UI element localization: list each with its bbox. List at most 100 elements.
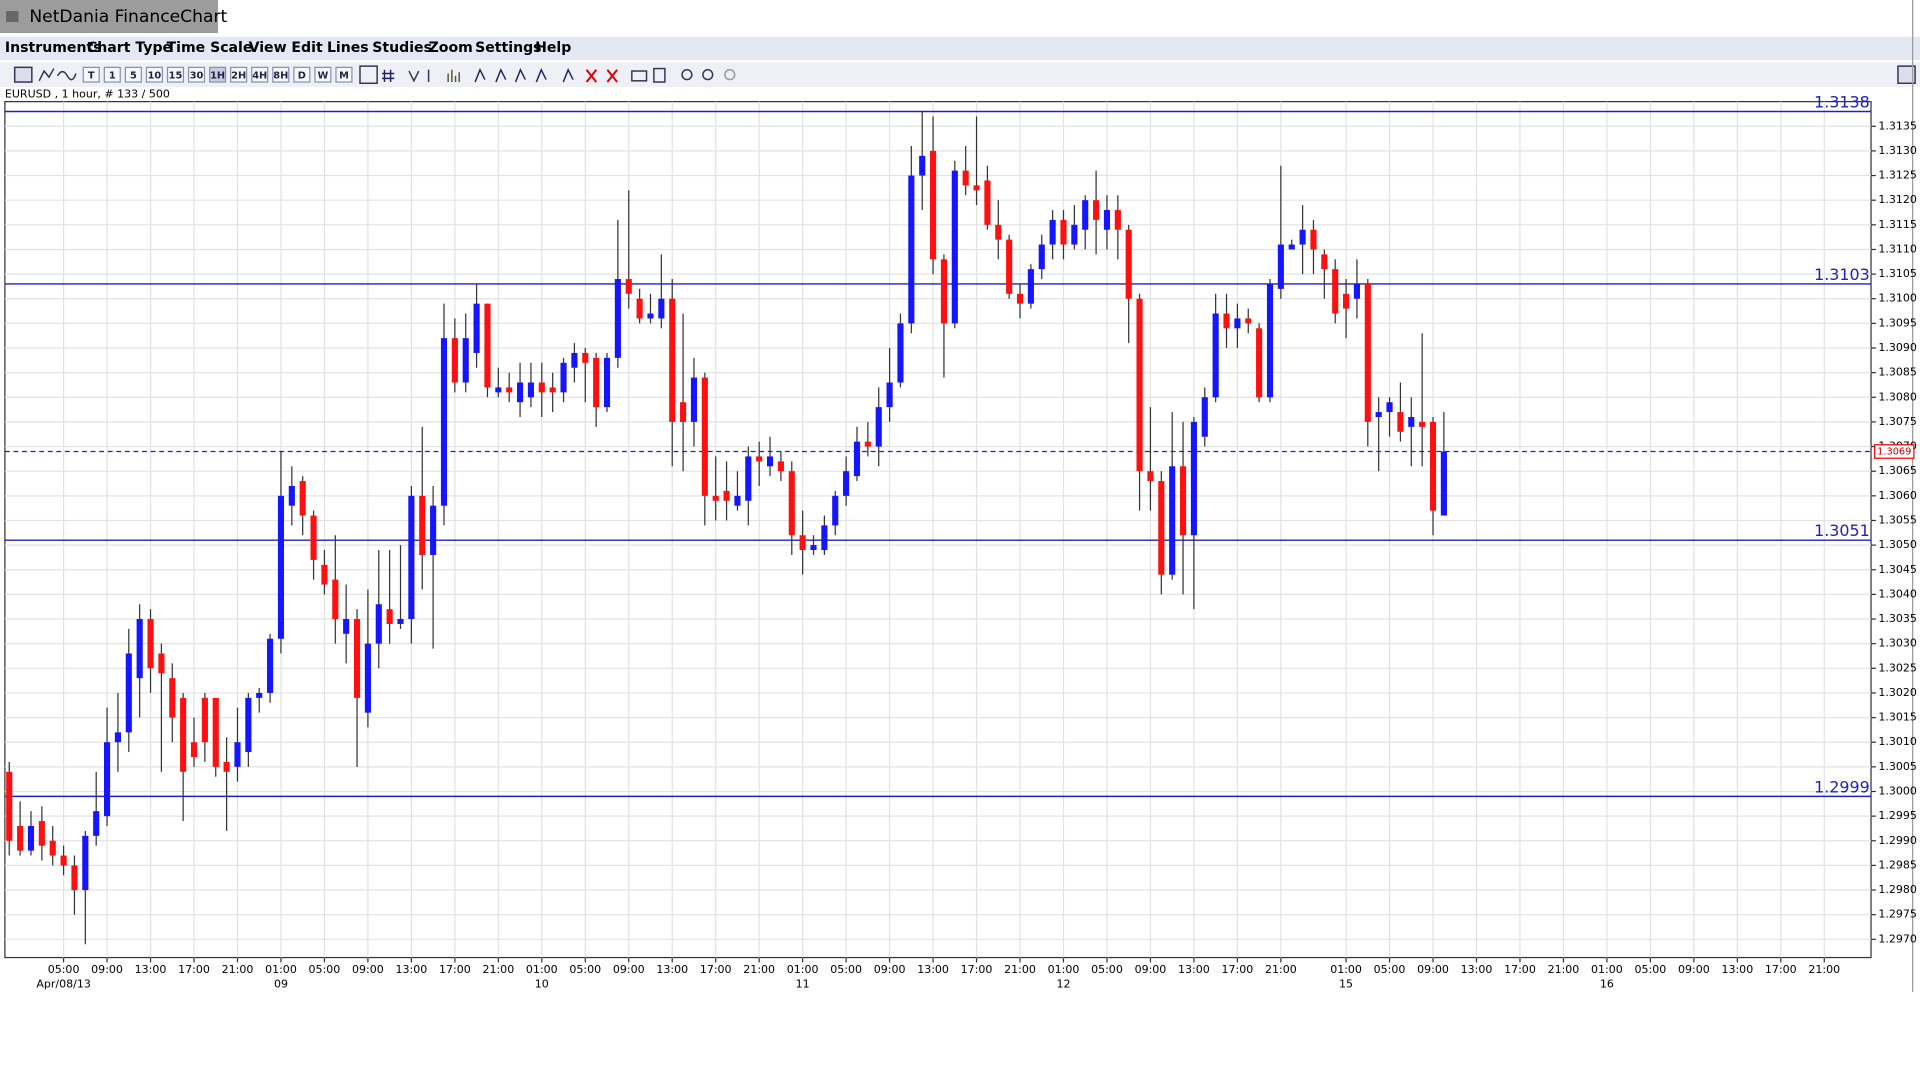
- candle-body: [440, 338, 448, 506]
- icon: [38, 68, 55, 82]
- candle-body: [343, 619, 350, 634]
- candle-body: [1212, 313, 1219, 398]
- menu-item[interactable]: Zoom: [429, 40, 473, 56]
- toolbar-button[interactable]: [314, 66, 332, 83]
- candle-body: [690, 377, 698, 422]
- y-tick-label: 1.2970: [1878, 932, 1917, 945]
- candle-body: [810, 545, 817, 551]
- x-tick-label: 09:00: [91, 963, 123, 976]
- toolbar-button[interactable]: [82, 66, 100, 83]
- candle-body: [82, 835, 89, 891]
- x-tick-label: 21:00: [482, 963, 514, 976]
- x-tick-label: 21:00: [1808, 963, 1840, 976]
- toolbar-icons: [13, 65, 1916, 84]
- menu-item[interactable]: Settings: [475, 40, 541, 56]
- y-tick-label: 1.3135: [1878, 119, 1917, 132]
- menu-item[interactable]: Lines: [327, 40, 369, 56]
- menu-item[interactable]: Studies: [372, 40, 432, 56]
- candle-body: [669, 298, 676, 422]
- candle-body: [201, 697, 208, 743]
- candle-body: [386, 609, 393, 624]
- y-tick-label: 1.2990: [1878, 834, 1917, 847]
- candle-body: [1332, 269, 1339, 314]
- toolbar-button[interactable]: [145, 66, 163, 83]
- menu-item[interactable]: Time Scale: [167, 40, 253, 56]
- candle-body: [1375, 412, 1382, 417]
- icon: [585, 69, 598, 83]
- y-tick-label: 1.3130: [1878, 144, 1917, 157]
- candle-body: [114, 732, 121, 743]
- candle-body: [1419, 421, 1426, 427]
- candle-body: [1027, 269, 1034, 304]
- x-tick-label: 09:00: [874, 963, 906, 976]
- candle-body: [603, 357, 611, 408]
- candle-body: [1440, 451, 1447, 516]
- menu-item[interactable]: Instruments: [5, 40, 102, 56]
- y-tick-label: 1.3055: [1878, 513, 1917, 526]
- y-tick-label: 1.3115: [1878, 218, 1917, 231]
- toolbar-button[interactable]: [251, 66, 269, 83]
- candle-body: [277, 495, 285, 639]
- candle-body: [17, 825, 24, 851]
- x-tick-label: 09:00: [1135, 963, 1167, 976]
- x-tick-label: 05:00: [1374, 963, 1406, 976]
- candle-body: [136, 619, 143, 679]
- x-tick-label: 05:00: [569, 963, 601, 976]
- toolbar-button[interactable]: [335, 66, 353, 83]
- candle-body: [1277, 244, 1284, 289]
- toolbar-button[interactable]: [166, 66, 185, 83]
- level-label: 1.3051: [1814, 521, 1870, 540]
- toolbar-button[interactable]: [187, 66, 206, 83]
- level-label: 1.2999: [1814, 777, 1870, 796]
- y-tick-label: 1.3090: [1878, 341, 1917, 354]
- candle-body: [158, 653, 165, 674]
- candle-body: [897, 323, 904, 383]
- y-tick-label: 1.2975: [1878, 908, 1917, 921]
- x-tick-label: 09:00: [1417, 963, 1449, 976]
- toolbar-button-label: 1: [109, 70, 116, 81]
- candle-body: [506, 387, 513, 393]
- icon: [56, 70, 77, 81]
- candle-body: [1429, 421, 1437, 511]
- y-tick-label: 1.3000: [1878, 784, 1917, 797]
- date-label: 12: [1056, 977, 1070, 990]
- toolbar-button[interactable]: [209, 66, 227, 83]
- candle-body: [788, 471, 795, 536]
- panel-button: [1897, 65, 1916, 84]
- toolbar-button[interactable]: [103, 66, 121, 83]
- x-tick-label: 05:00: [830, 963, 862, 976]
- toolbar-button[interactable]: [272, 66, 290, 83]
- menu-item[interactable]: Edit: [291, 40, 323, 56]
- candle-body: [310, 515, 317, 560]
- menu-item[interactable]: Help: [535, 40, 571, 56]
- toolbar-button[interactable]: [293, 66, 311, 83]
- candle-body: [1190, 421, 1197, 536]
- plot-area: [4, 101, 1872, 959]
- x-tick-label: 01:00: [787, 963, 819, 976]
- icon: [606, 69, 618, 83]
- candle-body: [1245, 318, 1252, 324]
- date-label: 09: [274, 977, 288, 990]
- toolbar-button[interactable]: [230, 66, 248, 83]
- candle-body: [1343, 293, 1350, 309]
- candle-body: [984, 180, 991, 225]
- menu-item[interactable]: View: [249, 40, 287, 56]
- y-tick-label: 1.3030: [1878, 637, 1917, 650]
- candle-body: [93, 811, 100, 836]
- x-tick-label: 21:00: [1004, 963, 1036, 976]
- toolbar-button[interactable]: [124, 66, 142, 83]
- candle-body: [484, 303, 491, 388]
- candle-body: [1016, 293, 1024, 304]
- candle-body: [549, 387, 556, 393]
- candle-body: [1397, 412, 1404, 432]
- candle-body: [1071, 224, 1078, 245]
- menu-item[interactable]: Chart Type: [87, 40, 172, 56]
- x-tick-label: 05:00: [1091, 963, 1123, 976]
- toolbar-button-label: 8H: [273, 70, 288, 81]
- x-tick-label: 21:00: [743, 963, 775, 976]
- candle-body: [1158, 481, 1165, 575]
- candle-body: [1321, 254, 1328, 270]
- candle-body: [886, 382, 893, 408]
- candle-body: [734, 495, 741, 506]
